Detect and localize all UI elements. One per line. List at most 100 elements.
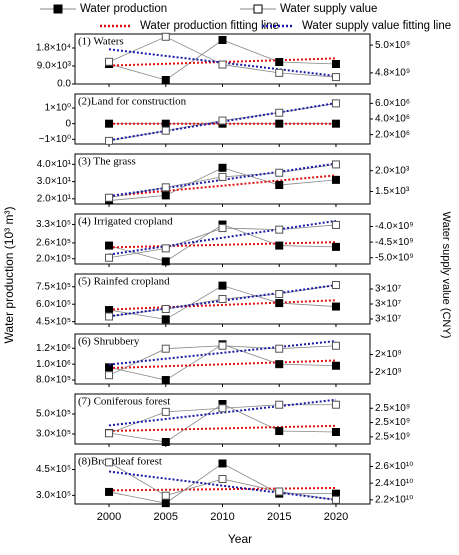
y-tick-label: 4.5×10⁵ [36,316,71,327]
x-tick-label: 2015 [267,511,291,523]
data-point [105,371,114,380]
y2-tick-label: 2.2×10¹⁰ [375,494,413,505]
data-point [331,400,340,409]
series-line [108,345,336,376]
series-line [109,167,336,201]
data-point [218,36,227,44]
y2-tick-label: 1.5×10³ [375,186,410,197]
data-point [105,487,114,496]
y-tick-label: 6.0×10⁵ [36,299,71,310]
data-point [218,341,227,350]
panel-title: (4) Irrigated cropland [78,216,173,228]
data-point [161,344,170,353]
data-point [161,191,170,200]
y2-axis-label: Water supply value (CNY) [440,212,452,339]
panel-title: (3) The grass [78,156,136,168]
y2-tick-label: 3×10⁷ [375,314,402,325]
data-point [331,60,340,68]
panel-title: (5) Rainfed cropland [78,276,170,288]
y-tick-label: 1.0×10⁶ [36,359,71,370]
y2-tick-label: 2.0×10³ [375,165,410,176]
data-point [218,295,227,303]
y-tick-label: 4.0×10¹ [37,159,72,170]
data-point [105,306,114,315]
data-point [105,429,114,438]
y2-tick-label: 4.0×10⁶ [375,114,410,125]
y2-tick-label: 2.6×10¹⁰ [375,461,413,472]
data-point [161,315,170,324]
legend-label: Water production [80,3,167,15]
y-axis-label: Water production (10³ m³) [2,207,16,344]
y-tick-label: 2.6×10⁵ [36,238,71,249]
y2-tick-label: 2.0×10⁶ [375,129,410,140]
x-axis-label: Year [228,532,252,546]
y2-tick-label: 2.4×10¹⁰ [375,478,413,489]
legend-label: Water production fitting line [140,20,279,32]
data-point [275,344,284,353]
data-point [218,281,227,290]
data-point [218,475,227,483]
fitting-line [109,486,336,492]
data-point [105,119,114,128]
data-point [275,400,284,409]
data-point [105,136,114,145]
legend-label: Water supply value [280,3,377,15]
data-point [218,224,227,233]
y-tick-label: 3.0×10⁵ [36,429,71,440]
data-point [218,60,227,69]
data-point [331,119,340,128]
y2-tick-label: 2.5×10⁹ [375,431,410,442]
y-tick-label: 3.3×10⁵ [36,219,71,230]
y2-tick-label: 2×10⁹ [375,349,402,360]
y-tick-label: 5.0×10⁵ [36,409,71,420]
data-point [161,76,170,84]
data-point [161,126,170,135]
data-point [275,299,284,308]
data-point [275,487,284,496]
y-tick-label: 2.0×10⁵ [36,253,71,264]
series-line [108,463,336,504]
y2-tick-label: -5.0×10⁹ [375,252,413,263]
fitting-line [109,241,336,249]
y-tick-label: 2.0×10¹ [37,193,72,204]
y2-tick-label: 5.0×10⁹ [375,40,410,51]
data-point [218,163,227,172]
data-point [331,175,340,184]
data-point [161,257,170,266]
data-point [161,183,170,192]
data-point [275,58,284,66]
data-point [161,376,170,385]
fitting-line [109,359,336,370]
panel-title: (1) Waters [78,36,124,48]
data-point [161,32,170,41]
y2-tick-label: 2.5×10⁹ [375,403,410,414]
data-point [331,428,340,436]
data-point [275,181,284,190]
data-point [331,99,340,108]
y-tick-label: 0 [65,118,71,129]
panel-title: (2)Land for construction [78,96,187,108]
y-tick-label: −1×10⁰ [39,134,71,145]
y-tick-label: 7.5×10⁵ [36,281,71,292]
fitting-line [109,424,336,432]
data-point [218,459,227,468]
y-tick-label: 1.2×10⁶ [36,343,71,354]
data-point [331,302,340,311]
fitting-line [108,174,337,198]
y2-tick-label: 2×10⁹ [375,367,402,378]
x-tick-label: 2020 [324,511,348,523]
data-point [161,244,170,253]
y-tick-label: 9.0×10³ [37,61,72,72]
y2-tick-label: 3×10⁷ [375,284,402,295]
data-point [331,495,340,504]
data-point [275,168,284,177]
x-tick-label: 2005 [154,511,178,523]
data-point [218,172,227,181]
legend-marker [53,4,63,14]
y-tick-label: 8.0×10⁵ [36,375,71,386]
y2-tick-label: 6.0×10⁶ [375,98,410,109]
data-point [105,193,114,202]
panel-title: (7) Coniferous forest [78,396,170,408]
data-point [161,305,170,313]
